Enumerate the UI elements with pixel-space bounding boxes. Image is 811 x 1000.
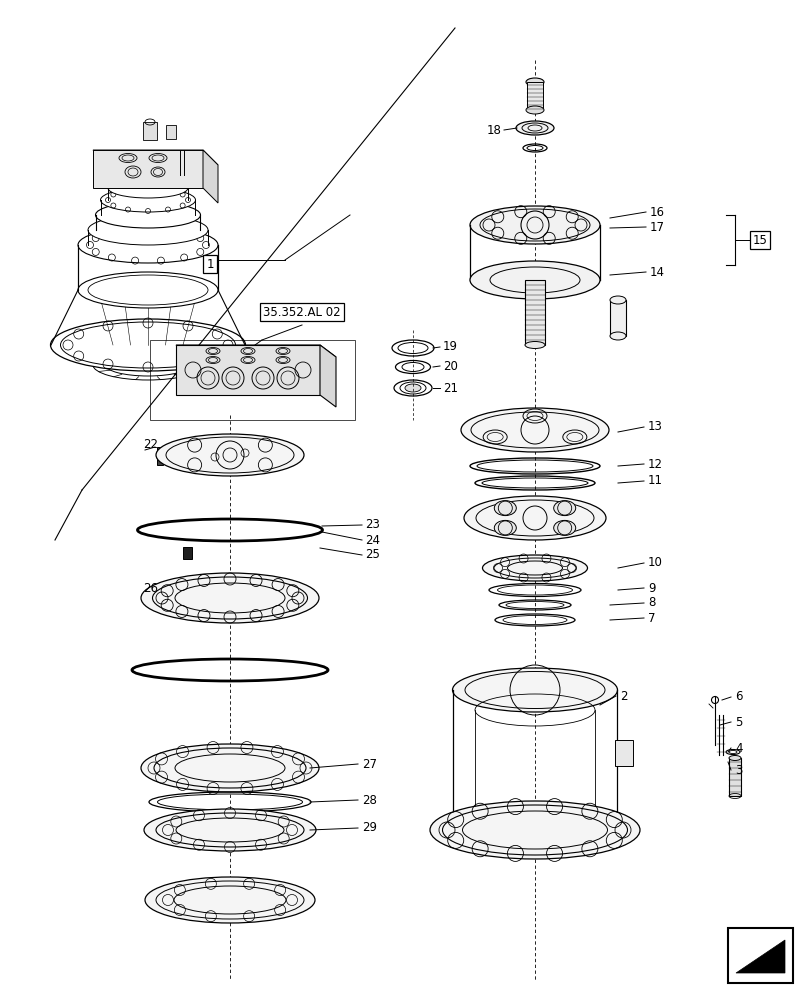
Text: 12: 12	[647, 458, 663, 471]
Polygon shape	[203, 150, 217, 203]
Bar	[609, 300, 625, 336]
Bar	[157, 447, 163, 465]
Text: 18: 18	[487, 124, 501, 137]
Text: 22: 22	[143, 438, 158, 452]
Ellipse shape	[144, 809, 315, 851]
Text: 25: 25	[365, 548, 380, 562]
Ellipse shape	[526, 106, 543, 114]
Ellipse shape	[553, 520, 575, 535]
Polygon shape	[735, 940, 784, 973]
Ellipse shape	[609, 296, 625, 304]
Text: 14: 14	[649, 265, 664, 278]
Ellipse shape	[141, 744, 319, 792]
Ellipse shape	[470, 261, 599, 299]
Text: 29: 29	[362, 821, 376, 834]
Text: 8: 8	[647, 596, 654, 609]
Ellipse shape	[88, 215, 208, 245]
Text: 26: 26	[143, 582, 158, 594]
Text: 35.352.AL 02: 35.352.AL 02	[263, 306, 341, 318]
Bar	[614, 740, 633, 766]
Ellipse shape	[101, 188, 195, 212]
Ellipse shape	[78, 272, 217, 308]
Ellipse shape	[108, 178, 188, 198]
Polygon shape	[176, 345, 320, 395]
Bar	[525, 280, 544, 345]
Text: 19: 19	[443, 340, 457, 354]
Polygon shape	[176, 345, 336, 357]
Text: 17: 17	[649, 221, 664, 234]
Polygon shape	[320, 345, 336, 407]
Bar	[150, 340, 354, 420]
Ellipse shape	[463, 496, 605, 540]
Bar	[526, 82, 543, 110]
Bar	[143, 122, 157, 140]
Text: 7: 7	[647, 611, 654, 624]
Ellipse shape	[609, 332, 625, 340]
Ellipse shape	[553, 501, 575, 516]
Bar	[182, 547, 191, 559]
Text: 1: 1	[206, 257, 213, 270]
Text: 15: 15	[752, 233, 766, 246]
Text: 20: 20	[443, 360, 457, 372]
Ellipse shape	[452, 668, 616, 712]
Bar	[727, 928, 792, 983]
Ellipse shape	[494, 501, 516, 516]
Text: 13: 13	[647, 420, 662, 434]
Ellipse shape	[145, 877, 315, 923]
Text: 28: 28	[362, 793, 376, 806]
Ellipse shape	[494, 520, 516, 535]
Bar	[728, 758, 740, 796]
Polygon shape	[93, 150, 203, 188]
Ellipse shape	[470, 206, 599, 244]
Ellipse shape	[461, 408, 608, 452]
Ellipse shape	[728, 756, 740, 760]
Text: 2: 2	[620, 690, 627, 702]
Ellipse shape	[141, 573, 319, 623]
Polygon shape	[93, 150, 217, 165]
Bar	[165, 125, 176, 139]
Text: 3: 3	[734, 764, 741, 776]
Ellipse shape	[515, 121, 553, 135]
Ellipse shape	[525, 342, 544, 349]
Text: 23: 23	[365, 518, 380, 532]
Ellipse shape	[526, 78, 543, 86]
Text: 10: 10	[647, 556, 662, 570]
Ellipse shape	[482, 555, 587, 581]
Ellipse shape	[96, 202, 200, 228]
Ellipse shape	[405, 384, 420, 392]
Text: 6: 6	[734, 690, 741, 704]
Ellipse shape	[430, 801, 639, 859]
Text: 24: 24	[365, 534, 380, 546]
Text: 21: 21	[443, 381, 457, 394]
Text: 4: 4	[734, 741, 741, 754]
Text: 11: 11	[647, 475, 663, 488]
Text: 5: 5	[734, 715, 741, 728]
Text: 9: 9	[647, 582, 654, 594]
Ellipse shape	[50, 319, 245, 371]
Ellipse shape	[156, 434, 303, 476]
Text: 27: 27	[362, 758, 376, 770]
Ellipse shape	[78, 227, 217, 263]
Text: 16: 16	[649, 206, 664, 219]
